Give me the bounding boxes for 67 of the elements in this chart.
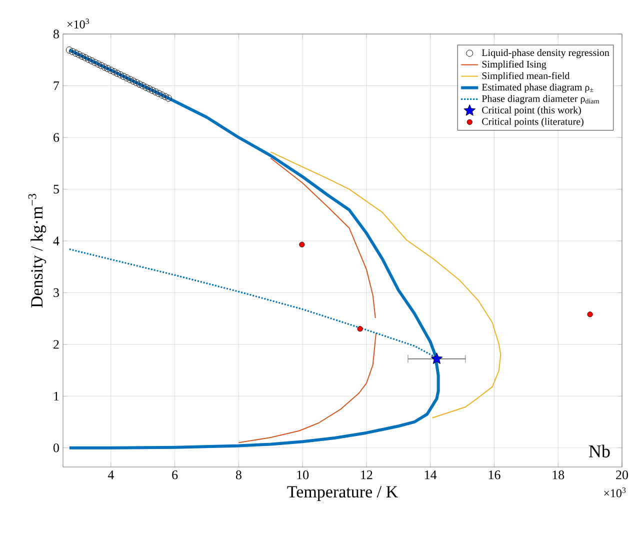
point bbox=[164, 94, 172, 102]
point bbox=[85, 56, 92, 63]
point bbox=[158, 92, 166, 98]
y-tick-label: 7 bbox=[54, 81, 60, 90]
point bbox=[69, 48, 76, 56]
point bbox=[133, 79, 140, 86]
x-tick-label: 12 bbox=[361, 470, 372, 480]
point bbox=[114, 70, 121, 77]
line-series bbox=[270, 151, 502, 418]
point bbox=[78, 52, 86, 60]
point bbox=[72, 50, 80, 57]
y-tick-label: 6 bbox=[54, 133, 60, 142]
point bbox=[66, 46, 73, 54]
legend-label: Estimated phase diagram ρ$_{±}$ bbox=[482, 84, 594, 93]
point bbox=[142, 84, 150, 91]
x-tick-label: 18 bbox=[552, 470, 564, 480]
point bbox=[94, 60, 102, 68]
x-tick-label: 10 bbox=[297, 470, 309, 480]
annotation: Nb bbox=[588, 444, 610, 458]
point bbox=[110, 68, 118, 76]
legend-label: Liquid-phase density regression bbox=[482, 49, 610, 58]
point bbox=[146, 85, 153, 92]
point bbox=[357, 326, 363, 332]
legend-label: Simplified mean-field bbox=[482, 72, 570, 82]
y-tick-label: 2 bbox=[54, 340, 59, 349]
x-tick-label: 6 bbox=[172, 470, 178, 480]
y-tick-label: 5 bbox=[54, 184, 59, 194]
y-tick-label: 1 bbox=[54, 392, 59, 400]
point bbox=[136, 80, 144, 88]
y-tick-label: 0 bbox=[53, 443, 59, 452]
y-tick-label: 4 bbox=[53, 236, 60, 246]
point bbox=[82, 54, 89, 62]
point bbox=[117, 71, 124, 78]
x-tick-label: 14 bbox=[424, 470, 437, 480]
point bbox=[104, 65, 112, 72]
point bbox=[101, 64, 108, 71]
legend-label: Critical points (literature) bbox=[482, 118, 584, 127]
y-axis-title: Density / kg·m$^{−3}$ bbox=[28, 194, 46, 308]
point bbox=[162, 93, 169, 100]
x-tick-label: 20 bbox=[616, 470, 628, 480]
x-tick-label: 4 bbox=[108, 470, 114, 480]
point bbox=[299, 242, 305, 248]
point bbox=[88, 57, 96, 64]
legend-label: Critical point (this work) bbox=[482, 106, 581, 116]
point bbox=[148, 86, 156, 94]
point bbox=[126, 76, 134, 83]
legend-label: Phase diagram diameter ρ$_{diam}$ bbox=[482, 94, 600, 104]
point bbox=[430, 352, 443, 364]
text: ×10$^{3}$ bbox=[604, 488, 626, 498]
x-axis-title: Temperature / K bbox=[287, 486, 398, 501]
point bbox=[139, 82, 146, 90]
point bbox=[98, 62, 105, 69]
point bbox=[120, 72, 128, 80]
point bbox=[123, 74, 130, 82]
point bbox=[587, 312, 593, 318]
x-tick-label: 8 bbox=[236, 470, 242, 480]
x-tick-label: 16 bbox=[488, 470, 500, 480]
point bbox=[130, 78, 137, 85]
point bbox=[155, 90, 162, 97]
text: ×10$^{3}$ bbox=[67, 18, 89, 28]
point bbox=[91, 58, 98, 66]
y-tick-label: 3 bbox=[54, 288, 59, 298]
y-tick-label: 8 bbox=[53, 30, 59, 38]
point bbox=[76, 51, 82, 58]
legend-label: Simplified Ising bbox=[482, 60, 546, 70]
point bbox=[107, 66, 114, 74]
point bbox=[152, 88, 160, 96]
